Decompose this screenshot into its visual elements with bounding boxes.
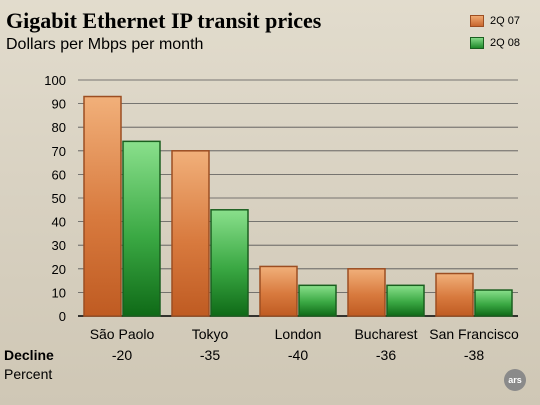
chart-title: Gigabit Ethernet IP transit prices (6, 8, 322, 33)
y-tick-label: 0 (59, 309, 66, 324)
legend-label-2q08: 2Q 08 (490, 37, 520, 49)
legend-item-2q08: 2Q 08 (470, 34, 540, 52)
bar-2q08 (386, 284, 425, 317)
legend-swatch-2q08 (470, 37, 484, 49)
bar-2q07 (171, 150, 210, 317)
x-tick-label: London (275, 326, 322, 342)
y-tick-label: 10 (52, 285, 66, 300)
legend-swatch-2q07 (470, 15, 484, 27)
decline-value: -35 (199, 347, 221, 363)
bar-2q08 (210, 209, 249, 317)
chart-subtitle: Dollars per Mbps per month (6, 36, 204, 53)
y-tick-label: 100 (44, 73, 66, 88)
x-tick-label: Tokyo (192, 326, 229, 342)
decline-value: -36 (375, 347, 397, 363)
y-tick-label: 20 (52, 262, 66, 277)
y-tick-label: 90 (52, 97, 66, 112)
bar-2q08 (474, 289, 513, 317)
y-tick-label: 50 (52, 191, 66, 206)
y-tick-label: 70 (52, 144, 66, 159)
chart-legend: 2Q 07 2Q 08 (470, 12, 540, 56)
bar-2q08 (298, 284, 337, 317)
y-tick-label: 80 (52, 120, 66, 135)
bar-2q07 (347, 268, 386, 317)
bar-2q08 (122, 140, 161, 317)
y-tick-label: 30 (52, 238, 66, 253)
decline-value: -20 (111, 347, 133, 363)
decline-value: -38 (463, 347, 485, 363)
y-tick-label: 60 (52, 167, 66, 182)
legend-label-2q07: 2Q 07 (490, 15, 520, 27)
decline-value: -40 (287, 347, 309, 363)
decline-subheading: Percent (4, 366, 53, 382)
ars-logo: ars (504, 369, 526, 391)
bar-2q07 (435, 272, 474, 317)
y-tick-label: 40 (52, 215, 66, 230)
x-tick-label: Bucharest (354, 326, 417, 342)
legend-item-2q07: 2Q 07 (470, 12, 540, 30)
x-tick-label: San Francisco (429, 326, 519, 342)
bar-2q07 (83, 95, 122, 317)
x-tick-label: São Paolo (90, 326, 155, 342)
decline-heading: Decline (4, 347, 54, 363)
bar-2q07 (259, 265, 298, 317)
